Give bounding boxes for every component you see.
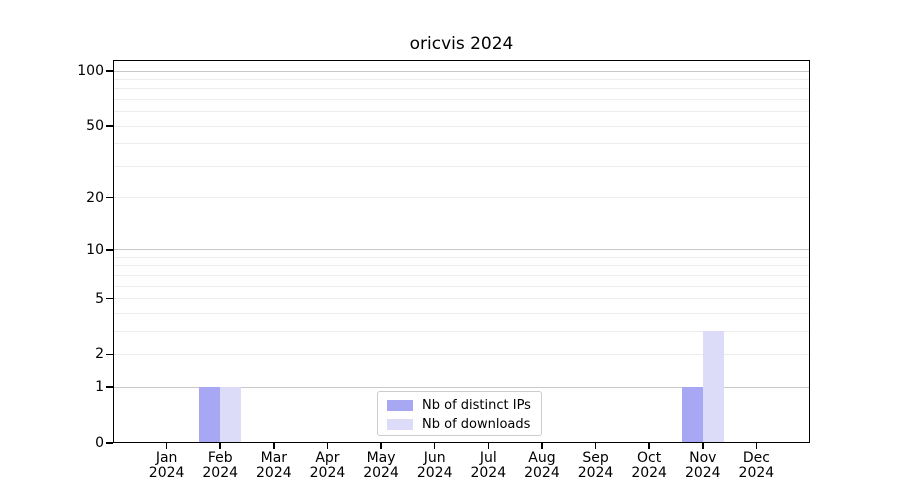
gridline-major (113, 70, 810, 72)
x-tick-label-jul: Jul 2024 (458, 451, 518, 481)
x-tick-label-oct: Oct 2024 (619, 451, 679, 481)
y-tick-label: 50 (86, 118, 104, 135)
bar-nb-of-distinct-ips-nov (681, 387, 703, 443)
y-tick-label: 20 (86, 189, 104, 206)
x-tick-mark (165, 443, 168, 449)
gridline-minor (113, 274, 810, 276)
x-tick-month: Sep (582, 450, 609, 466)
gridline-minor (113, 99, 810, 101)
x-tick-mark (755, 443, 758, 449)
x-tick-month: Apr (315, 450, 340, 466)
gridline-minor (113, 111, 810, 113)
y-tick-label: 1 (95, 379, 104, 396)
x-tick-year: 2024 (148, 465, 185, 481)
x-tick-mark (433, 443, 436, 449)
bar-nb-of-downloads-nov (702, 331, 724, 443)
bar-nb-of-distinct-ips-feb (199, 387, 221, 443)
x-tick-year: 2024 (202, 465, 239, 481)
legend-item-downloads: Nb of downloads (387, 417, 531, 432)
gridline-minor (113, 265, 810, 267)
gridline-minor (113, 143, 810, 145)
x-tick-mark (380, 443, 382, 449)
y-tick-mark (106, 442, 113, 444)
x-tick-year: 2024 (416, 465, 453, 481)
x-tick-month: Dec (742, 450, 770, 466)
plot-area (113, 60, 810, 443)
x-tick-month: Mar (260, 450, 288, 466)
x-tick-month: Jul (479, 450, 497, 466)
gridline-minor (113, 165, 810, 167)
y-tick-label: 0 (95, 435, 104, 451)
x-tick-year: 2024 (256, 465, 292, 481)
legend-swatch-distinct-ips (387, 400, 413, 411)
gridline-minor (113, 197, 810, 199)
y-tick-mark (106, 297, 113, 300)
gridline-major (113, 386, 810, 388)
x-tick-mark (648, 443, 650, 449)
y-tick-mark (106, 125, 113, 127)
gridline-minor (113, 79, 810, 81)
x-tick-mark (541, 443, 543, 449)
x-tick-mark (487, 443, 490, 449)
x-tick-label-nov: Nov 2024 (673, 451, 733, 481)
gridline-minor (113, 256, 810, 258)
x-tick-year: 2024 (738, 465, 775, 481)
legend-item-distinct-ips: Nb of distinct IPs (387, 398, 531, 413)
x-tick-year: 2024 (470, 465, 507, 481)
gridline-minor (113, 330, 810, 332)
legend-label-downloads: Nb of downloads (422, 417, 531, 432)
x-tick-year: 2024 (577, 465, 614, 481)
gridline-minor (113, 125, 810, 127)
x-tick-mark (219, 443, 221, 449)
x-tick-label-sep: Sep 2024 (566, 451, 626, 481)
y-tick-mark (106, 196, 113, 199)
y-tick-mark (106, 249, 113, 251)
y-tick-label: 100 (77, 63, 104, 80)
x-tick-month: Aug (528, 450, 556, 466)
x-tick-label-feb: Feb 2024 (190, 451, 250, 481)
legend-label-distinct-ips: Nb of distinct IPs (422, 398, 531, 413)
x-tick-month: Jan (155, 450, 178, 466)
x-tick-label-apr: Apr 2024 (297, 451, 357, 481)
gridline-minor (113, 298, 810, 300)
x-tick-month: Jun (423, 450, 446, 466)
x-tick-year: 2024 (309, 465, 346, 481)
x-tick-year: 2024 (631, 465, 667, 481)
chart-title: oricvis 2024 (409, 34, 514, 54)
x-tick-label-mar: Mar 2024 (244, 451, 304, 481)
y-tick-label: 5 (95, 290, 104, 307)
gridline-minor (113, 88, 810, 90)
x-tick-year: 2024 (684, 465, 721, 481)
y-tick-label: 2 (95, 346, 104, 363)
gridline-minor (113, 312, 810, 314)
bar-nb-of-downloads-feb (220, 387, 242, 443)
x-tick-year: 2024 (363, 465, 399, 481)
y-tick-mark (106, 386, 113, 388)
gridline-minor (113, 285, 810, 287)
x-tick-year: 2024 (524, 465, 560, 481)
x-tick-label-jun: Jun 2024 (405, 451, 465, 481)
x-tick-label-dec: Dec 2024 (726, 451, 786, 481)
gridline-major (113, 249, 810, 251)
legend: Nb of distinct IPs Nb of downloads (377, 391, 542, 436)
x-tick-month: Feb (207, 450, 233, 466)
y-tick-label: 10 (86, 241, 104, 258)
y-tick-mark (106, 353, 113, 356)
x-tick-mark (702, 443, 704, 449)
x-tick-month: May (366, 450, 396, 466)
x-tick-label-aug: Aug 2024 (512, 451, 572, 481)
x-tick-label-jan: Jan 2024 (137, 451, 197, 481)
legend-swatch-downloads (387, 419, 413, 430)
gridline-minor (113, 353, 810, 355)
x-tick-label-may: May 2024 (351, 451, 411, 481)
x-tick-mark (326, 443, 329, 449)
x-tick-mark (273, 443, 275, 449)
x-tick-month: Oct (637, 450, 662, 466)
y-tick-mark (106, 70, 113, 72)
x-tick-month: Nov (689, 450, 717, 466)
x-tick-mark (594, 443, 597, 449)
